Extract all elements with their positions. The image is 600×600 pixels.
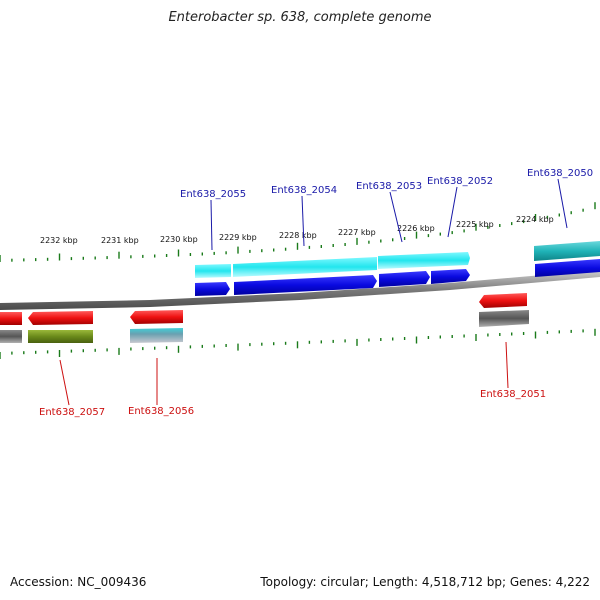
accession-text: Accession: NC_009436	[10, 575, 147, 589]
genome-backbone	[0, 270, 600, 310]
tick-label: 2225 kbp	[456, 220, 494, 229]
reverse-gene-track	[0, 310, 529, 343]
tick-label: 2232 kbp	[40, 236, 78, 245]
label-leader-lines	[59, 178, 568, 406]
gene-label[interactable]: Ent638_2056	[128, 406, 194, 417]
ruler-outer-track	[0, 202, 596, 262]
tick-label: 2227 kbp	[338, 228, 376, 237]
forward-gene-track	[195, 241, 600, 278]
cds-feature[interactable]	[535, 259, 600, 277]
gene-feature[interactable]	[378, 252, 470, 269]
gene-label[interactable]: Ent638_2055	[180, 189, 246, 200]
cds-feature[interactable]	[234, 275, 377, 295]
gene-feature[interactable]	[195, 264, 231, 278]
reverse-gene-labels: Ent638_2057 Ent638_2056 Ent638_2051	[39, 389, 546, 418]
tick-label: 2228 kbp	[279, 231, 317, 240]
genome-summary-text: Topology: circular; Length: 4,518,712 bp…	[260, 575, 590, 589]
cds-feature[interactable]	[195, 282, 230, 296]
tick-label: 2226 kbp	[397, 224, 435, 233]
tick-label: 2230 kbp	[160, 235, 198, 244]
ruler-inner-track	[0, 328, 596, 359]
reverse-cds-track	[0, 293, 527, 325]
gene-label[interactable]: Ent638_2053	[356, 181, 422, 192]
gene-feature[interactable]	[0, 330, 22, 343]
tick-label: 2229 kbp	[219, 233, 257, 242]
gene-feature[interactable]	[534, 241, 600, 261]
gene-feature[interactable]	[233, 257, 377, 277]
cds-feature[interactable]	[431, 269, 470, 284]
cds-feature[interactable]	[28, 311, 93, 325]
gene-feature[interactable]	[479, 310, 529, 327]
gene-label[interactable]: Ent638_2051	[480, 389, 546, 400]
gene-label[interactable]: Ent638_2057	[39, 407, 105, 418]
tick-label: 2224 kbp	[516, 215, 554, 224]
tick-labels: 2232 kbp 2231 kbp 2230 kbp 2229 kbp 2228…	[40, 215, 554, 245]
cds-feature[interactable]	[479, 293, 527, 308]
cds-feature[interactable]	[130, 310, 183, 324]
gene-feature[interactable]	[28, 330, 93, 343]
cds-feature[interactable]	[0, 312, 22, 325]
forward-cds-track	[195, 259, 600, 296]
map-title: Enterobacter sp. 638, complete genome	[168, 10, 432, 25]
tick-label: 2231 kbp	[101, 236, 139, 245]
gene-label[interactable]: Ent638_2052	[427, 176, 493, 187]
gene-label[interactable]: Ent638_2054	[271, 185, 337, 196]
cds-feature[interactable]	[379, 271, 430, 287]
gene-feature[interactable]	[130, 328, 183, 343]
gene-label[interactable]: Ent638_2050	[527, 168, 593, 179]
forward-gene-labels: Ent638_2055 Ent638_2054 Ent638_2053 Ent6…	[180, 168, 593, 200]
